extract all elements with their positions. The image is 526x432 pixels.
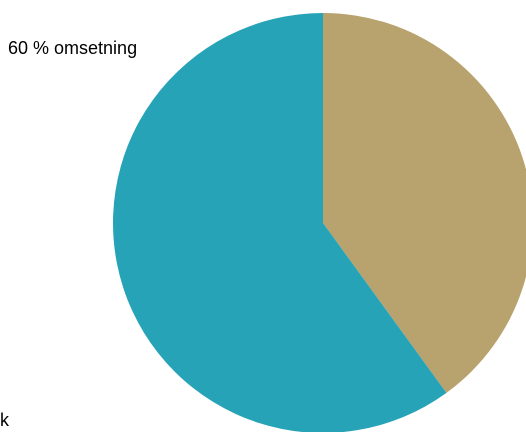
slice-label-fragment: k bbox=[0, 411, 9, 429]
pie-slices bbox=[113, 13, 526, 432]
slice-label-omsetning: 60 % omsetning bbox=[8, 38, 138, 58]
pie-slice-teal bbox=[113, 13, 447, 432]
pie-slice-gold bbox=[323, 13, 526, 393]
